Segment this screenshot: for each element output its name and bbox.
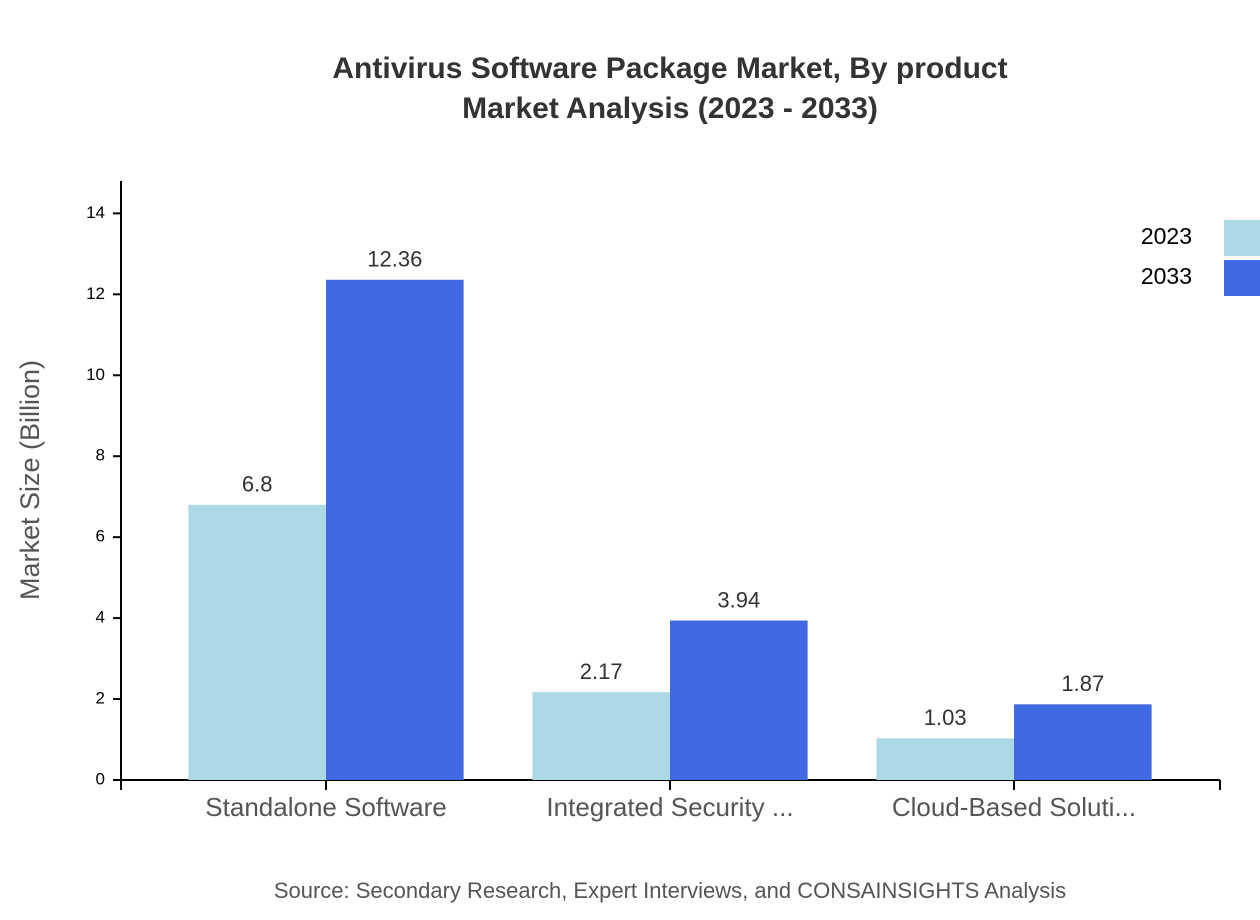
- y-tick-label: 2: [96, 689, 105, 708]
- bar: [876, 738, 1014, 780]
- legend-swatch: [1224, 220, 1260, 256]
- legend-swatch: [1224, 260, 1260, 296]
- legend-label: 2033: [1141, 263, 1192, 289]
- bar: [1014, 704, 1152, 780]
- legend-label: 2023: [1141, 223, 1192, 249]
- chart-title: Antivirus Software Package Market, By pr…: [332, 52, 1007, 85]
- bar: [532, 692, 670, 780]
- bar: [326, 279, 464, 780]
- y-axis-label: Market Size (Billion): [15, 360, 45, 600]
- y-tick-label: 8: [96, 446, 105, 465]
- value-label: 2.17: [580, 659, 623, 684]
- y-tick-label: 12: [86, 284, 105, 303]
- y-tick-label: 4: [96, 608, 105, 627]
- value-label: 6.8: [242, 472, 273, 497]
- x-tick-label: Standalone Software: [205, 792, 446, 822]
- value-label: 1.87: [1061, 671, 1104, 696]
- value-label: 1.03: [924, 705, 967, 730]
- chart-subtitle: Market Analysis (2023 - 2033): [462, 92, 878, 125]
- y-tick-label: 10: [86, 365, 105, 384]
- bar: [188, 504, 326, 780]
- value-label: 12.36: [367, 247, 422, 272]
- x-tick-label: Integrated Security ...: [546, 792, 793, 822]
- y-tick-label: 0: [96, 769, 105, 788]
- x-tick-label: Cloud-Based Soluti...: [892, 792, 1136, 822]
- value-label: 3.94: [717, 587, 760, 612]
- source-note: Source: Secondary Research, Expert Inter…: [274, 878, 1066, 903]
- y-tick-label: 6: [96, 527, 105, 546]
- y-tick-label: 14: [86, 203, 105, 222]
- bar: [670, 620, 808, 780]
